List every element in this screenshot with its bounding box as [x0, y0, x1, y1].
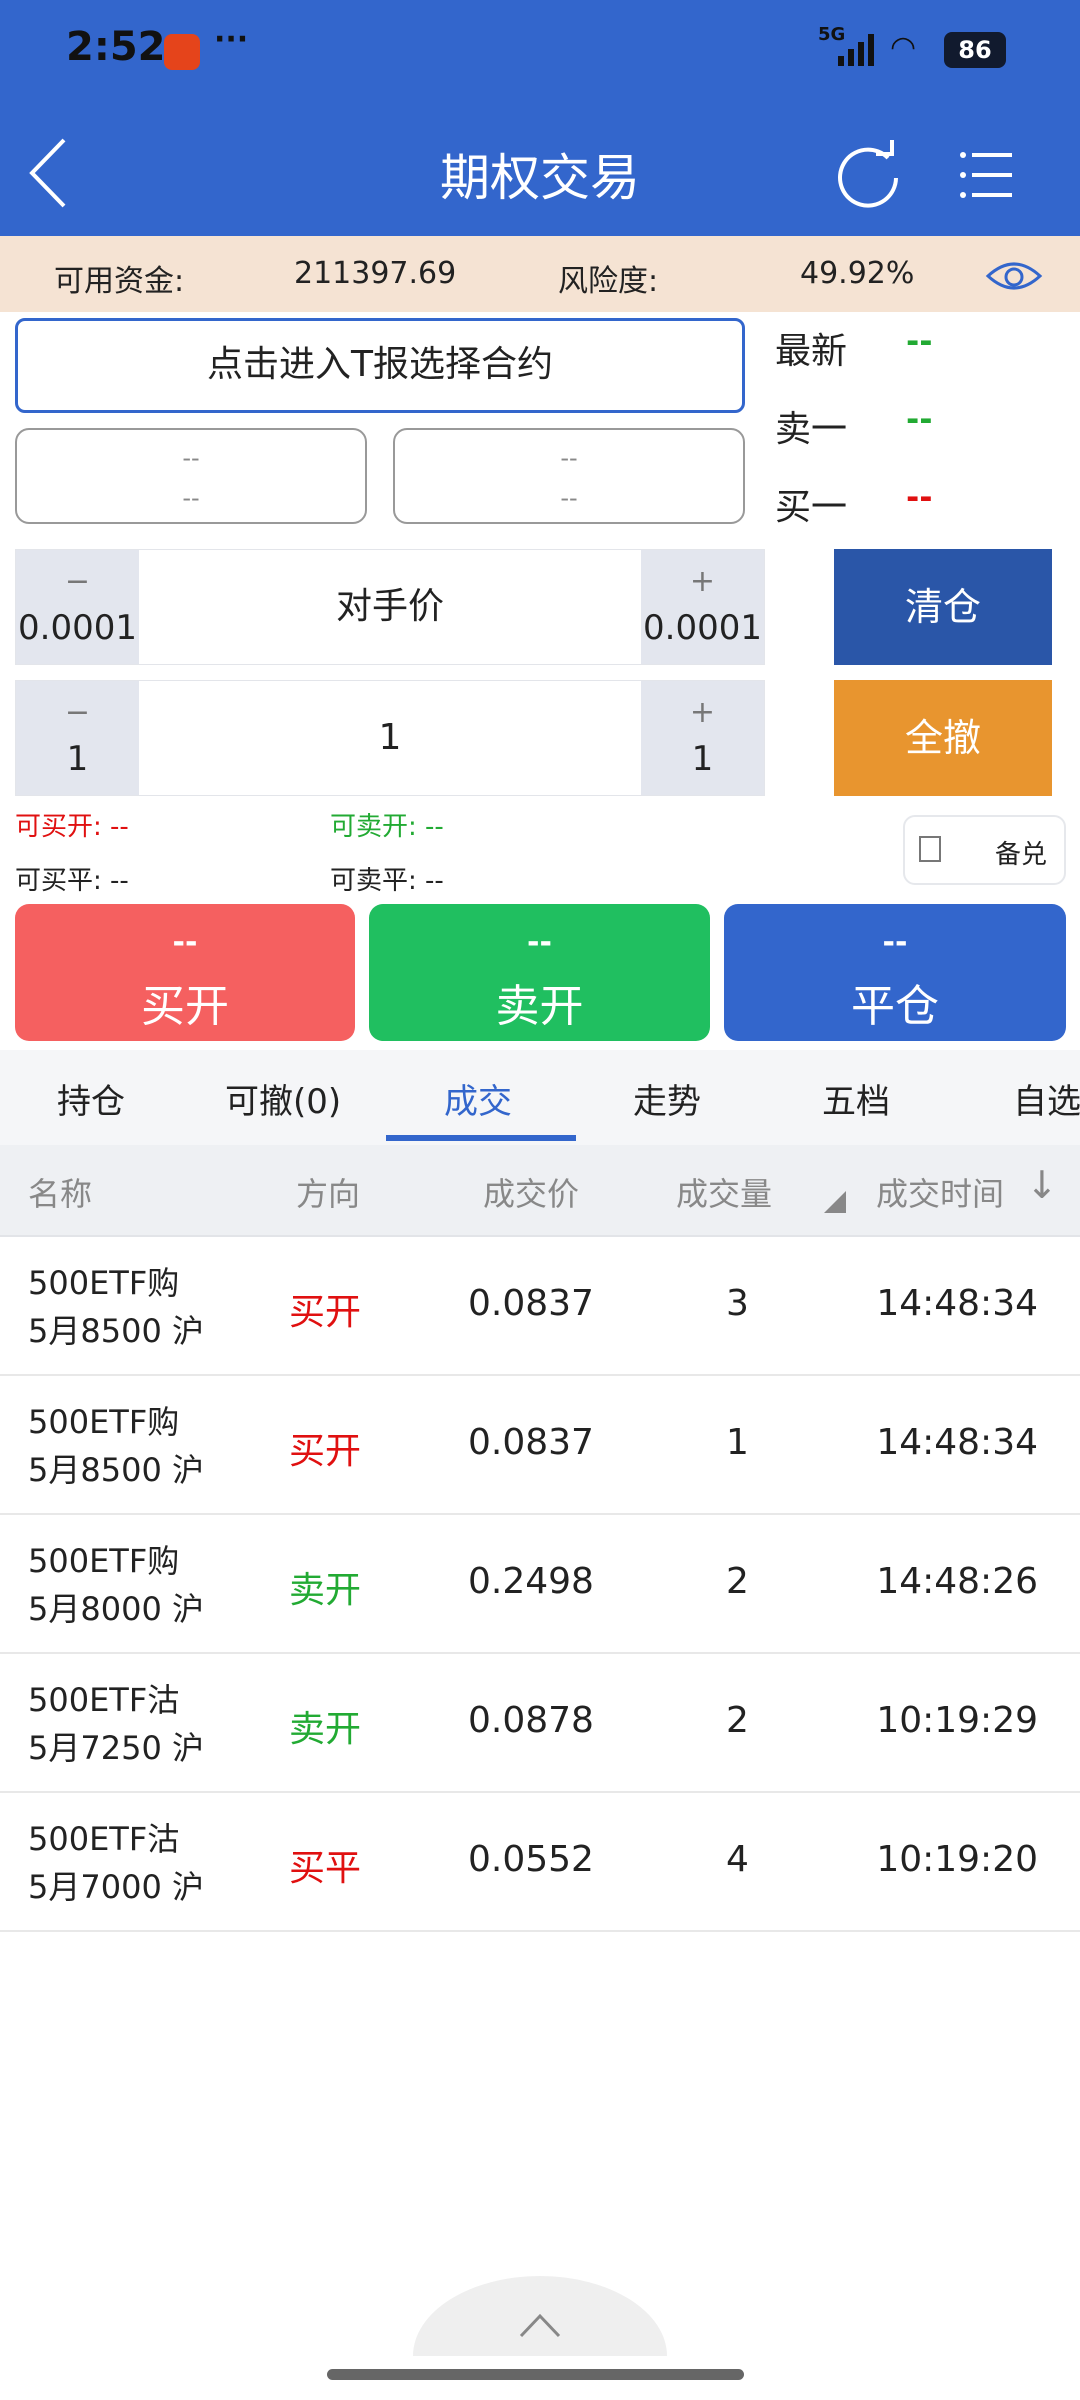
available-sell-close: 可卖平: --	[330, 866, 444, 896]
col-volume[interactable]: 成交量	[676, 1175, 773, 1213]
trade-volume: 2	[726, 1561, 749, 1602]
price-increase-button[interactable]: +0.0001	[641, 550, 764, 664]
battery-icon: 86	[944, 32, 1006, 68]
wifi-icon: ◠	[890, 30, 917, 65]
account-info-bar: 可用资金: 211397.69 风险度: 49.92%	[0, 236, 1080, 312]
contract-name: 500ETF购 5月8500 沪	[28, 1403, 204, 1489]
page-title: 期权交易	[440, 149, 640, 207]
table-row[interactable]: 500ETF沽 5月7000 沪 买平 0.0552 4 10:19:20	[0, 1793, 1080, 1932]
quote-latest-label: 最新	[775, 331, 848, 372]
more-notifications-icon: ···	[214, 22, 249, 57]
eye-icon[interactable]	[984, 256, 1044, 296]
tab-cancelable[interactable]: 可撤(0)	[225, 1082, 342, 1122]
trade-volume: 4	[726, 1839, 749, 1880]
trade-volume: 1	[726, 1422, 749, 1463]
trade-direction: 买开	[289, 1431, 362, 1472]
quote-bid1-label: 买一	[775, 487, 848, 528]
quantity-stepper: −1 1 +1	[15, 680, 765, 796]
tab-trades[interactable]: 成交	[444, 1082, 512, 1122]
select-contract-button[interactable]: 点击进入T报选择合约	[15, 318, 745, 413]
chevron-up-icon	[519, 2313, 561, 2338]
available-buy-close: 可买平: --	[15, 866, 129, 896]
col-time[interactable]: 成交时间	[876, 1175, 1005, 1213]
network-type: 5G	[818, 24, 846, 45]
trade-price: 0.0837	[468, 1283, 594, 1324]
price-input[interactable]: 对手价	[335, 586, 444, 627]
gesture-nav-bar[interactable]	[327, 2369, 744, 2380]
quantity-increase-button[interactable]: +1	[641, 681, 764, 795]
trade-time: 14:48:34	[876, 1283, 1038, 1324]
available-buy-open: 可买开: --	[15, 812, 129, 842]
checkbox-icon	[919, 836, 941, 862]
trade-time: 10:19:20	[876, 1839, 1038, 1880]
risk-label: 风险度:	[558, 264, 659, 299]
trade-direction: 卖开	[289, 1709, 362, 1750]
trade-direction: 卖开	[289, 1570, 362, 1611]
trade-price: 0.0837	[468, 1422, 594, 1463]
menu-icon[interactable]	[960, 150, 1012, 200]
quote-ask1-value: --	[906, 400, 933, 438]
funds-label: 可用资金:	[54, 264, 185, 299]
contract-name: 500ETF沽 5月7250 沪	[28, 1681, 204, 1767]
available-sell-open: 可卖开: --	[330, 812, 444, 842]
table-row[interactable]: 500ETF购 5月8000 沪 卖开 0.2498 2 14:48:26	[0, 1515, 1080, 1654]
quantity-input[interactable]: 1	[378, 717, 402, 758]
contract-name: 500ETF沽 5月7000 沪	[28, 1820, 204, 1906]
cancel-all-button[interactable]: 全撤	[834, 680, 1052, 796]
signal-icon	[838, 34, 874, 66]
col-price: 成交价	[483, 1175, 580, 1213]
sort-indicator-icon[interactable]	[824, 1191, 846, 1213]
contract-name: 500ETF购 5月8500 沪	[28, 1264, 204, 1350]
notification-app-icon	[164, 34, 200, 70]
sort-down-icon[interactable]: ↓	[1026, 1163, 1058, 1207]
col-name: 名称	[28, 1175, 93, 1213]
trade-price: 0.0552	[468, 1839, 594, 1880]
col-direction: 方向	[296, 1175, 361, 1213]
trade-price: 0.2498	[468, 1561, 594, 1602]
close-position-button[interactable]: -- 平仓	[724, 904, 1066, 1041]
trade-price: 0.0878	[468, 1700, 594, 1741]
price-stepper: −0.0001 对手价 +0.0001	[15, 549, 765, 665]
table-header: 名称 方向 成交价 成交量 成交时间 ↓	[0, 1145, 1080, 1237]
contract-info-left[interactable]: -- --	[15, 428, 367, 524]
tab-positions[interactable]: 持仓	[57, 1082, 125, 1122]
tab-watchlist[interactable]: 自选	[1013, 1082, 1080, 1122]
trade-direction: 买开	[289, 1292, 362, 1333]
contract-info-right[interactable]: -- --	[393, 428, 745, 524]
back-icon[interactable]	[24, 136, 74, 210]
price-decrease-button[interactable]: −0.0001	[16, 550, 139, 664]
trade-time: 10:19:29	[876, 1700, 1038, 1741]
trade-direction: 买平	[289, 1848, 362, 1889]
tab-level5[interactable]: 五档	[822, 1082, 890, 1122]
contract-name: 500ETF购 5月8000 沪	[28, 1542, 204, 1628]
trade-time: 14:48:34	[876, 1422, 1038, 1463]
table-row[interactable]: 500ETF沽 5月7250 沪 卖开 0.0878 2 10:19:29	[0, 1654, 1080, 1793]
tab-trend[interactable]: 走势	[633, 1082, 701, 1122]
trade-volume: 3	[726, 1283, 749, 1324]
status-time: 2:52	[66, 24, 166, 70]
quote-ask1-label: 卖一	[775, 409, 848, 450]
tab-bar: 持仓 可撤(0) 成交 走势 五档 自选	[0, 1050, 1080, 1145]
trade-time: 14:48:26	[876, 1561, 1038, 1602]
clear-positions-button[interactable]: 清仓	[834, 549, 1052, 665]
active-tab-indicator	[386, 1135, 576, 1141]
covered-checkbox[interactable]: 备兑	[903, 815, 1066, 885]
sell-open-button[interactable]: -- 卖开	[369, 904, 710, 1041]
table-row[interactable]: 500ETF购 5月8500 沪 买开 0.0837 3 14:48:34	[0, 1237, 1080, 1376]
quantity-decrease-button[interactable]: −1	[16, 681, 139, 795]
risk-value: 49.92%	[800, 256, 915, 291]
buy-open-button[interactable]: -- 买开	[15, 904, 355, 1041]
trade-volume: 2	[726, 1700, 749, 1741]
quote-bid1-value: --	[906, 478, 933, 516]
refresh-icon[interactable]	[836, 140, 902, 210]
expand-panel-handle[interactable]	[413, 2276, 667, 2356]
quote-latest-value: --	[906, 322, 933, 360]
table-row[interactable]: 500ETF购 5月8500 沪 买开 0.0837 1 14:48:34	[0, 1376, 1080, 1515]
funds-value: 211397.69	[294, 256, 457, 291]
